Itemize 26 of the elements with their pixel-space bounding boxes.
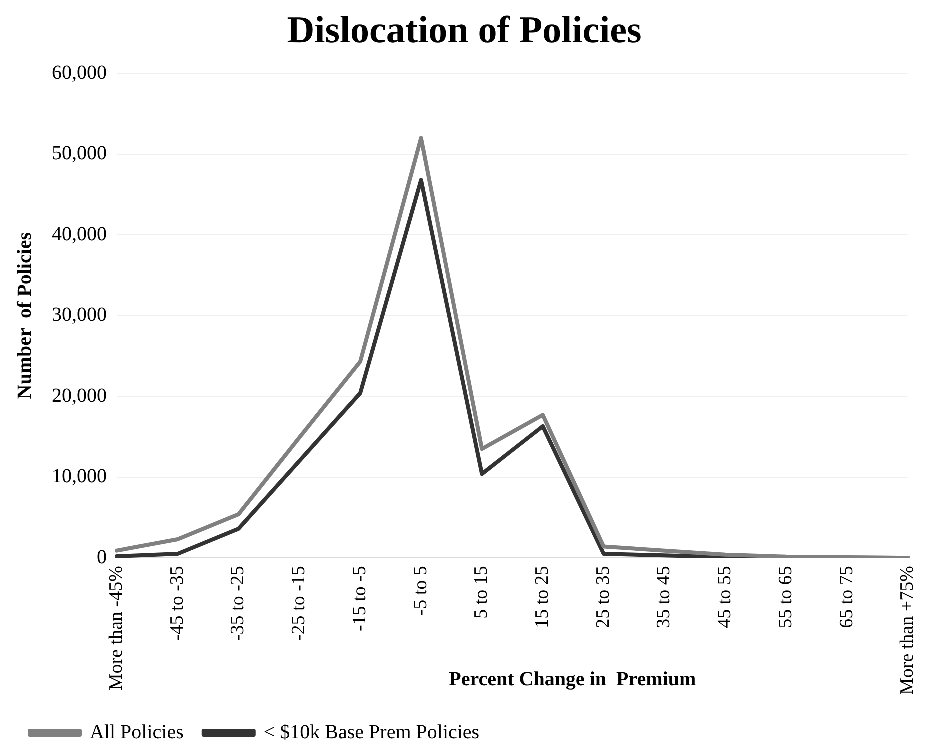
x-tick-label: -45 to -35: [166, 566, 188, 642]
x-tick-label: More than +75%: [897, 566, 918, 696]
legend-label: All Policies: [90, 721, 184, 744]
x-tick-label: -15 to -5: [349, 566, 370, 632]
x-axis-title: Percent Change in Premium: [449, 668, 696, 690]
y-tick-label: 60,000: [52, 62, 107, 84]
x-tick-label: 25 to 35: [592, 566, 614, 628]
x-tick-label: 65 to 75: [836, 566, 858, 628]
y-tick-label: 20,000: [52, 384, 107, 407]
y-tick-label: 50,000: [52, 142, 107, 165]
x-tick-label: 55 to 65: [775, 566, 796, 628]
x-tick-label: 45 to 55: [714, 566, 736, 628]
y-tick-label: 40,000: [52, 223, 107, 246]
x-tick-label: -5 to 5: [410, 566, 432, 616]
x-tick-label: 5 to 15: [471, 566, 492, 619]
chart-title: Dislocation of Policies: [287, 10, 642, 52]
x-tick-label: More than -45%: [106, 566, 127, 691]
y-axis-title: Number of Policies: [14, 232, 36, 400]
y-tick-label: 10,000: [52, 466, 107, 488]
x-tick-label: 15 to 25: [532, 566, 554, 628]
y-tick-label: 30,000: [52, 304, 107, 326]
x-tick-label: 35 to 45: [654, 566, 675, 628]
x-tick-label: -35 to -25: [228, 566, 249, 642]
x-tick-label: -25 to -15: [288, 566, 310, 642]
y-tick-label: 0: [97, 546, 107, 568]
legend-label: < $10k Base Prem Policies: [264, 721, 480, 744]
